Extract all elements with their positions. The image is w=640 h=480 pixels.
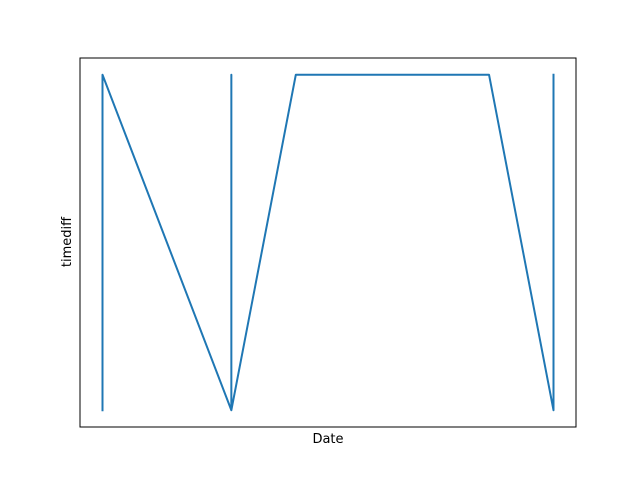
x-axis-label: Date (312, 432, 343, 447)
series-line-0 (101, 73, 555, 412)
axes-frame (79, 57, 577, 428)
plot-layer (101, 73, 555, 412)
y-axis-label: timediff (60, 216, 75, 267)
